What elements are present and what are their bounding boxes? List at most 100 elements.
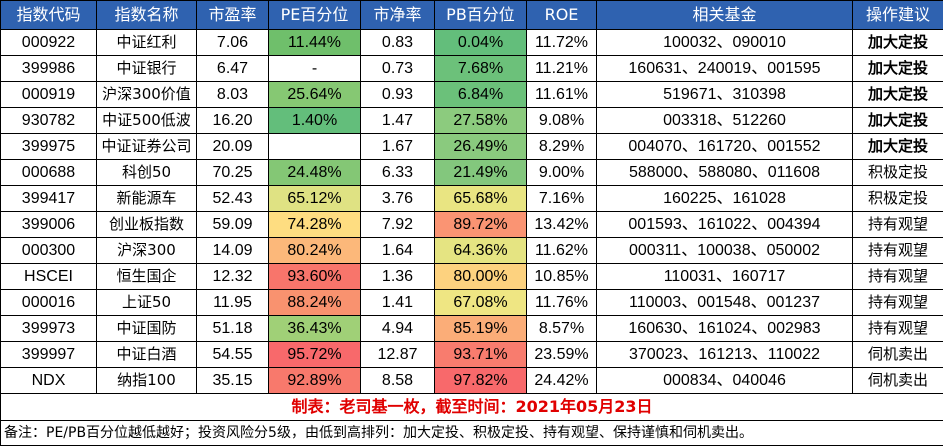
header-pb: 市净率 <box>361 1 435 30</box>
pe-percentile-cell: 1.40% <box>269 108 361 134</box>
roe-cell: 8.57% <box>527 316 597 342</box>
funds-cell: 370023、161213、110022 <box>597 342 853 368</box>
advice-cell: 伺机卖出 <box>853 368 943 394</box>
pb-cell: 3.76 <box>361 186 435 212</box>
advice-cell: 积极定投 <box>853 186 943 212</box>
pe-cell: 51.18 <box>197 316 269 342</box>
pb-cell: 1.64 <box>361 238 435 264</box>
pb-cell: 6.33 <box>361 160 435 186</box>
pb-percentile-cell: 93.71% <box>435 342 527 368</box>
pe-percentile-cell: 11.44% <box>269 30 361 56</box>
funds-cell: 160225、161028 <box>597 186 853 212</box>
index-code-cell: 000300 <box>1 238 97 264</box>
index-code-cell: 399975 <box>1 134 97 160</box>
header-roe: ROE <box>527 1 597 30</box>
pb-percentile-cell: 65.68% <box>435 186 527 212</box>
pe-percentile-cell: 88.24% <box>269 290 361 316</box>
roe-cell: 11.76% <box>527 290 597 316</box>
pb-cell: 1.47 <box>361 108 435 134</box>
pe-cell: 35.15 <box>197 368 269 394</box>
header-pb-percentile: PB百分位 <box>435 1 527 30</box>
roe-cell: 11.61% <box>527 82 597 108</box>
funds-cell: 003318、512260 <box>597 108 853 134</box>
index-name-cell: 中证500低波 <box>97 108 197 134</box>
index-code-cell: 399417 <box>1 186 97 212</box>
header-funds: 相关基金 <box>597 1 853 30</box>
pe-percentile-cell: 80.24% <box>269 238 361 264</box>
pb-cell: 8.58 <box>361 368 435 394</box>
index-name-cell: 中证证券公司 <box>97 134 197 160</box>
pb-percentile-cell: 21.49% <box>435 160 527 186</box>
pb-percentile-cell: 26.49% <box>435 134 527 160</box>
funds-cell: 100032、090010 <box>597 30 853 56</box>
roe-cell: 11.62% <box>527 238 597 264</box>
index-code-cell: 000016 <box>1 290 97 316</box>
index-name-cell: 中证红利 <box>97 30 197 56</box>
index-name-cell: 新能源车 <box>97 186 197 212</box>
pe-percentile-cell: 24.48% <box>269 160 361 186</box>
pb-percentile-cell: 67.08% <box>435 290 527 316</box>
funds-cell: 004070、161720、001552 <box>597 134 853 160</box>
pe-cell: 52.43 <box>197 186 269 212</box>
index-name-cell: 创业板指数 <box>97 212 197 238</box>
pb-cell: 0.73 <box>361 56 435 82</box>
pb-cell: 12.87 <box>361 342 435 368</box>
index-code-cell: 000922 <box>1 30 97 56</box>
pe-cell: 6.47 <box>197 56 269 82</box>
index-name-cell: 中证银行 <box>97 56 197 82</box>
pe-cell: 12.32 <box>197 264 269 290</box>
roe-cell: 23.59% <box>527 342 597 368</box>
pe-cell: 16.20 <box>197 108 269 134</box>
pb-cell: 1.36 <box>361 264 435 290</box>
advice-cell: 积极定投 <box>853 160 943 186</box>
index-name-cell: 中证国防 <box>97 316 197 342</box>
index-name-cell: 纳指100 <box>97 368 197 394</box>
index-code-cell: NDX <box>1 368 97 394</box>
header-pe-percentile: PE百分位 <box>269 1 361 30</box>
pe-cell: 70.25 <box>197 160 269 186</box>
roe-cell: 9.00% <box>527 160 597 186</box>
index-name-cell: 沪深300 <box>97 238 197 264</box>
pb-percentile-cell: 80.00% <box>435 264 527 290</box>
pb-cell: 1.41 <box>361 290 435 316</box>
index-code-cell: HSCEI <box>1 264 97 290</box>
advice-cell: 持有观望 <box>853 264 943 290</box>
funds-cell: 110031、160717 <box>597 264 853 290</box>
advice-cell: 加大定投 <box>853 134 943 160</box>
index-code-cell: 399986 <box>1 56 97 82</box>
index-code-cell: 399997 <box>1 342 97 368</box>
funds-cell: 588000、588080、011608 <box>597 160 853 186</box>
pb-cell: 0.93 <box>361 82 435 108</box>
credit-row: 制表：老司基一枚，截至时间：2021年05月23日 <box>1 394 943 421</box>
note-row: 备注：PE/PB百分位越低越好；投资风险分5级，由低到高排列：加大定投、积极定投… <box>1 421 943 446</box>
pb-percentile-cell: 97.82% <box>435 368 527 394</box>
pb-cell: 1.67 <box>361 134 435 160</box>
funds-cell: 160630、161024、002983 <box>597 316 853 342</box>
index-name-cell: 沪深300价值 <box>97 82 197 108</box>
pb-percentile-cell: 85.19% <box>435 316 527 342</box>
pe-percentile-cell: 36.43% <box>269 316 361 342</box>
advice-cell: 持有观望 <box>853 212 943 238</box>
header-name: 指数名称 <box>97 1 197 30</box>
pe-percentile-cell: 92.89% <box>269 368 361 394</box>
advice-cell: 加大定投 <box>853 30 943 56</box>
header-row: 指数代码 指数名称 市盈率 PE百分位 市净率 PB百分位 ROE 相关基金 操… <box>1 1 943 30</box>
index-code-cell: 000919 <box>1 82 97 108</box>
pb-percentile-cell: 64.36% <box>435 238 527 264</box>
pe-percentile-cell: 25.64% <box>269 82 361 108</box>
pe-percentile-cell: 65.12% <box>269 186 361 212</box>
roe-cell: 10.85% <box>527 264 597 290</box>
